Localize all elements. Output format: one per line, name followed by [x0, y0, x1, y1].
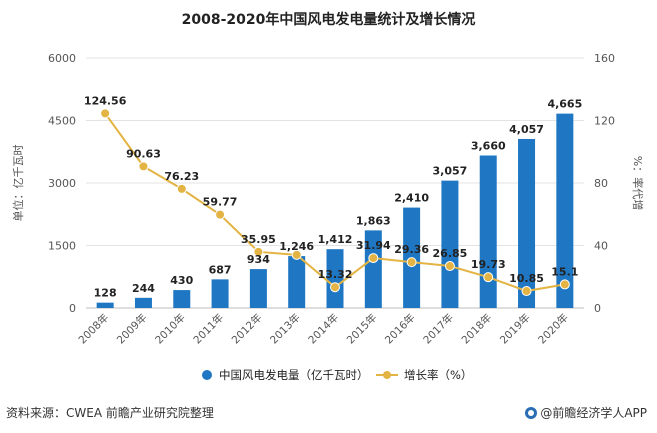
bars-layer [96, 113, 574, 308]
y-tick-label-left: 6000 [48, 52, 76, 65]
bar-value-label: 430 [170, 274, 193, 287]
brand-credit: @前瞻经济学人APP [525, 404, 647, 421]
y-tick-label-right: 160 [594, 52, 615, 65]
y-tick-label-right: 0 [594, 302, 601, 315]
bar [518, 138, 536, 308]
growth-rate-label: 26.85 [433, 247, 468, 260]
x-tick-label: 2010年 [152, 311, 188, 347]
legend-swatch-bar [202, 370, 212, 380]
y-tick-label-right: 40 [594, 240, 608, 253]
bar-value-label: 687 [209, 263, 232, 276]
bar-value-label: 934 [247, 253, 270, 266]
growth-rate-label: 90.63 [126, 147, 161, 160]
y-tick-label-right: 80 [594, 177, 608, 190]
y-tick-label-left: 0 [69, 302, 76, 315]
x-tick-label: 2016年 [382, 311, 418, 347]
growth-rate-label: 13.32 [318, 268, 353, 281]
y-axis-title-right: %：率代增 [631, 156, 645, 210]
growth-rate-label: 76.23 [164, 170, 199, 183]
x-tick-label: 2017年 [421, 311, 457, 347]
bar-value-label: 1,246 [279, 240, 314, 253]
growth-rate-point [483, 272, 494, 283]
legend-label-line: 增长率（%） [404, 368, 472, 382]
growth-rate-label: 124.56 [84, 94, 127, 107]
growth-rate-point [176, 183, 187, 194]
brand-text: @前瞻经济学人APP [540, 406, 647, 420]
bar [288, 256, 306, 308]
combo-bar-line-chart: 0 1500 3000 4500 6000 0 40 80 120 160 单位：亿千瓦时 %：率代增… [11, 52, 645, 382]
x-tick-label: 2012年 [229, 311, 265, 347]
legend-label-bar: 中国风电发电量（亿千瓦时） [219, 368, 369, 382]
growth-rate-label: 19.73 [471, 258, 506, 271]
growth-rate-label: 31.94 [356, 239, 391, 252]
growth-rate-point [444, 261, 455, 272]
bar [479, 155, 497, 308]
growth-rate-label: 35.95 [241, 233, 276, 246]
bar-value-label: 244 [132, 282, 155, 295]
bar [326, 249, 344, 308]
qianzhan-logo-icon [525, 406, 538, 419]
x-tick-label: 2009年 [114, 311, 150, 347]
growth-rate-point [559, 279, 570, 290]
bar-value-label: 1,412 [318, 233, 353, 246]
bar-value-label: 1,863 [356, 214, 391, 227]
bar-value-label: 3,660 [471, 140, 506, 153]
bar-value-label: 4,057 [509, 123, 544, 136]
bar-value-label: 128 [94, 287, 117, 300]
y-axis-title-left: 单位：亿千瓦时 [11, 145, 25, 222]
grid-layer [86, 57, 584, 246]
x-tick-label: 2008年 [76, 311, 112, 347]
growth-rate-label: 10.85 [509, 272, 544, 285]
growth-rate-point [215, 209, 226, 220]
x-tick-label: 2013年 [267, 311, 303, 347]
growth-rate-label: 15.1 [551, 265, 578, 278]
bar-value-label: 3,057 [433, 165, 468, 178]
bar [134, 297, 152, 308]
growth-rate-label: 29.36 [394, 243, 429, 256]
x-tick-label: 2011年 [191, 311, 227, 347]
bar [441, 180, 459, 308]
x-tick-label: 2020年 [535, 311, 571, 347]
x-tick-label: 2014年 [306, 311, 342, 347]
x-tick-label: 2015年 [344, 311, 380, 347]
y-tick-label-left: 4500 [48, 115, 76, 128]
y-tick-label-left: 3000 [48, 177, 76, 190]
growth-rate-point [521, 286, 532, 297]
growth-rate-point [330, 282, 340, 293]
bar-value-label: 2,410 [394, 192, 429, 205]
growth-rate-point [100, 108, 111, 119]
legend-swatch-line-marker [383, 371, 391, 379]
x-tick-label: 2018年 [459, 311, 495, 347]
growth-rate-point [368, 253, 379, 264]
y-tick-label-left: 1500 [48, 240, 76, 253]
chart-title: 2008-2020年中国风电发电量统计及增长情况 [181, 12, 476, 28]
bar-value-label: 4,665 [547, 98, 582, 111]
legend: 中国风电发电量（亿千瓦时） 增长率（%） [202, 368, 472, 382]
bar [364, 230, 382, 308]
bar [249, 269, 267, 308]
bar [173, 290, 191, 308]
bar [211, 279, 229, 308]
x-tick-label: 2019年 [497, 311, 533, 347]
y-tick-label-right: 120 [594, 115, 615, 128]
growth-rate-point [291, 249, 302, 260]
growth-rate-point [406, 257, 417, 268]
bar [96, 302, 114, 308]
growth-rate-point [138, 161, 149, 172]
growth-rate-point [253, 246, 264, 257]
bar [556, 113, 574, 308]
growth-rate-label: 59.77 [203, 196, 238, 209]
source-note: 资料来源：CWEA 前瞻产业研究院整理 [6, 406, 214, 420]
line-layer [100, 108, 570, 297]
